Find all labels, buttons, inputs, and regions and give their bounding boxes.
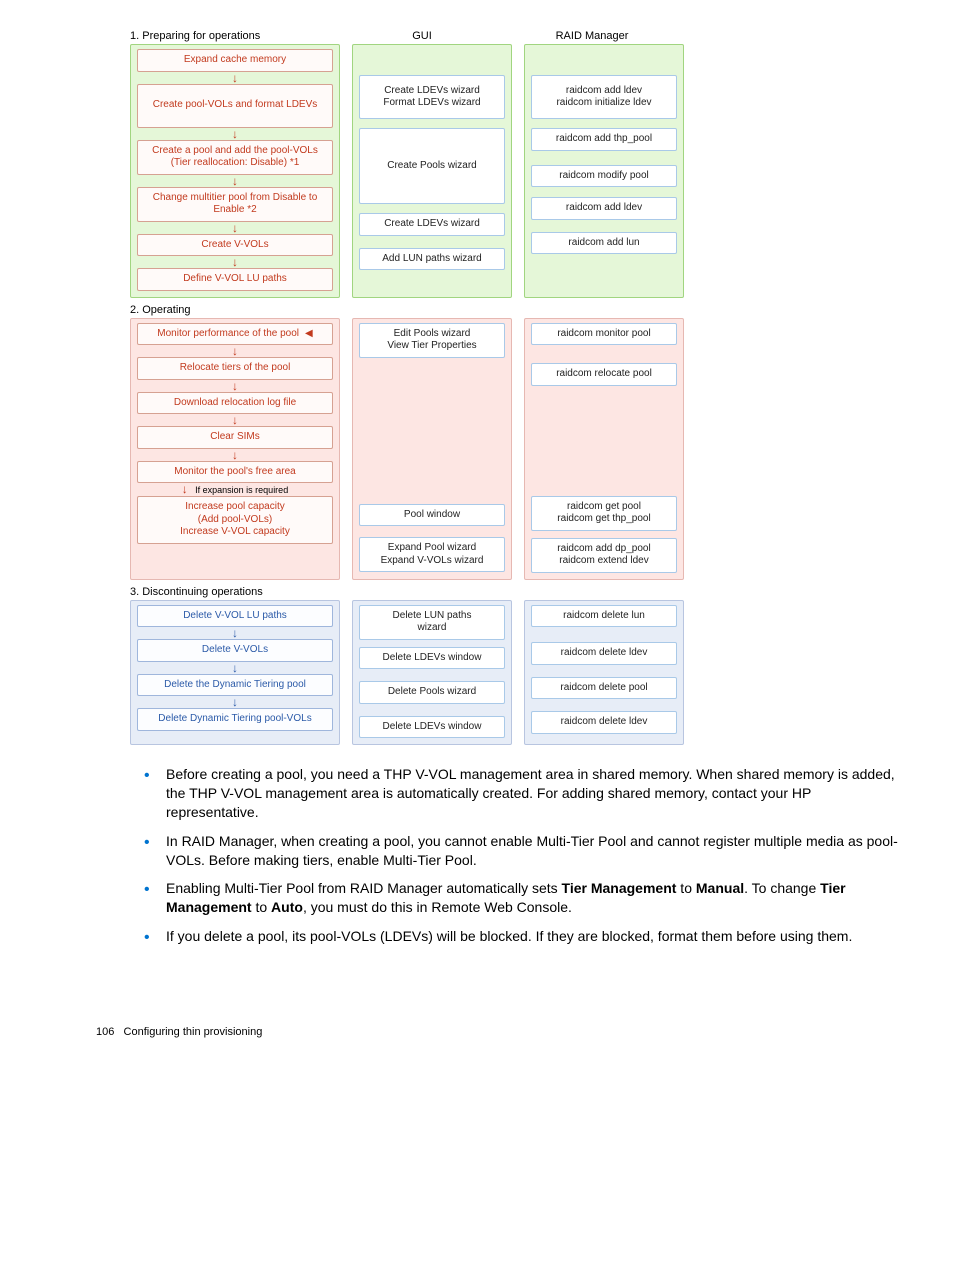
col-raid-header: RAID Manager [514, 30, 670, 42]
step-delete-vvols: Delete V-VOLs [137, 639, 333, 662]
arrow-icon: ↓ [137, 663, 333, 673]
note-3-text: to [676, 880, 695, 896]
gui-bg-discontinuing: Delete LUN pathswizard Delete LDEVs wind… [352, 600, 512, 746]
arrow-icon: ↓ [137, 381, 333, 391]
step-download-log: Download relocation log file [137, 392, 333, 415]
gui-expand-pool: Expand Pool wizardExpand V-VOLs wizard [359, 537, 505, 572]
arrow-icon: ↓ [137, 628, 333, 638]
step-delete-poolvols: Delete Dynamic Tiering pool-VOLs [137, 708, 333, 731]
raid-monitor-pool: raidcom monitor pool [531, 323, 677, 346]
section-discontinuing-title: 3. Discontinuing operations [130, 586, 690, 598]
raid-bg-preparing: raidcom add ldevraidcom initialize ldev … [524, 44, 684, 298]
note-1: Before creating a pool, you need a THP V… [162, 765, 900, 822]
arrow-icon: ↓ [137, 257, 333, 267]
step-create-vvols: Create V-VOLs [137, 234, 333, 257]
raid-delete-pool: raidcom delete pool [531, 677, 677, 700]
raid-relocate-pool: raidcom relocate pool [531, 363, 677, 386]
raid-add-ldev: raidcom add ldev [531, 197, 677, 220]
ops-bg-operating: Monitor performance of the pool ◀ ↓ Relo… [130, 318, 340, 580]
step-monitor-perf-label: Monitor performance of the pool [157, 328, 299, 341]
gui-bg-operating: Edit Pools wizardView Tier Properties Po… [352, 318, 512, 580]
step-clear-sims: Clear SIMs [137, 426, 333, 449]
raid-delete-lun: raidcom delete lun [531, 605, 677, 628]
step-create-pool: Create a pool and add the pool-VOLs(Tier… [137, 140, 333, 175]
raid-add-dp-pool: raidcom add dp_poolraidcom extend ldev [531, 538, 677, 573]
section-operating-title: 2. Operating [130, 304, 690, 316]
workflow-diagram: 1. Preparing for operations GUI RAID Man… [130, 30, 690, 745]
gui-delete-pools: Delete Pools wizard [359, 681, 505, 704]
notes-list: Before creating a pool, you need a THP V… [130, 765, 910, 946]
arrow-icon: ↓ [137, 73, 333, 83]
arrow-icon: ↓ [137, 697, 333, 707]
gui-delete-ldevs: Delete LDEVs window [359, 647, 505, 670]
raid-delete-ldev2: raidcom delete ldev [531, 711, 677, 734]
arrow-icon: ↓ [137, 346, 333, 356]
section-discontinuing: Delete V-VOL LU paths ↓ Delete V-VOLs ↓ … [130, 600, 690, 746]
raid-bg-operating: raidcom monitor pool raidcom relocate po… [524, 318, 684, 580]
arrow-icon: ↓ [137, 223, 333, 233]
gui-delete-lun: Delete LUN pathswizard [359, 605, 505, 640]
expansion-note-label: If expansion is required [195, 485, 288, 495]
raid-modify-pool: raidcom modify pool [531, 165, 677, 188]
raid-get-pool: raidcom get poolraidcom get thp_pool [531, 496, 677, 531]
step-define-lupaths: Define V-VOL LU paths [137, 268, 333, 291]
step-delete-pool: Delete the Dynamic Tiering pool [137, 674, 333, 697]
step-change-multitier: Change multitier pool from Disable toEna… [137, 187, 333, 222]
note-3-bold-2: Manual [696, 880, 744, 896]
gui-edit-pools: Edit Pools wizardView Tier Properties [359, 323, 505, 358]
step-expand-cache: Expand cache memory [137, 49, 333, 72]
raid-add-init-ldev: raidcom add ldevraidcom initialize ldev [531, 75, 677, 119]
step-relocate-tiers: Relocate tiers of the pool [137, 357, 333, 380]
arrow-icon: ↓ [137, 176, 333, 186]
note-3-bold-4: Auto [271, 899, 303, 915]
step-monitor-perf: Monitor performance of the pool ◀ [137, 323, 333, 346]
gui-add-lun: Add LUN paths wizard [359, 248, 505, 271]
step-increase-capacity: Increase pool capacity(Add pool-VOLs)Inc… [137, 496, 333, 544]
step-delete-lupaths: Delete V-VOL LU paths [137, 605, 333, 628]
note-3-text: Enabling Multi-Tier Pool from RAID Manag… [166, 880, 562, 896]
ops-bg-preparing: Expand cache memory ↓ Create pool-VOLs a… [130, 44, 340, 298]
step-create-poolvols: Create pool-VOLs and format LDEVs [137, 84, 333, 128]
col-ops-header: 1. Preparing for operations [130, 30, 344, 42]
gui-bg-preparing: Create LDEVs wizardFormat LDEVs wizard C… [352, 44, 512, 298]
col-gui-header: GUI [344, 30, 500, 42]
arrow-icon: ↓ [137, 129, 333, 139]
arrow-left-icon: ◀ [305, 328, 313, 341]
note-4: If you delete a pool, its pool-VOLs (LDE… [162, 927, 900, 946]
ops-bg-discontinuing: Delete V-VOL LU paths ↓ Delete V-VOLs ↓ … [130, 600, 340, 746]
note-2: In RAID Manager, when creating a pool, y… [162, 832, 900, 870]
gui-pool-window: Pool window [359, 504, 505, 527]
gui-delete-ldevs2: Delete LDEVs window [359, 716, 505, 739]
note-3: Enabling Multi-Tier Pool from RAID Manag… [162, 879, 900, 917]
raid-bg-discontinuing: raidcom delete lun raidcom delete ldev r… [524, 600, 684, 746]
column-headers: 1. Preparing for operations GUI RAID Man… [130, 30, 690, 42]
gui-create-ldevs2: Create LDEVs wizard [359, 213, 505, 236]
note-3-text: . To change [744, 880, 820, 896]
note-3-text: , you must do this in Remote Web Console… [303, 899, 572, 915]
raid-delete-ldev: raidcom delete ldev [531, 642, 677, 665]
arrow-icon: ↓ [137, 415, 333, 425]
note-3-text: to [252, 899, 271, 915]
section-preparing: Expand cache memory ↓ Create pool-VOLs a… [130, 44, 690, 298]
arrow-icon: ↓ [137, 450, 333, 460]
page-number: 106 [96, 1026, 114, 1038]
note-3-bold-1: Tier Management [562, 880, 677, 896]
footer-title: Configuring thin provisioning [124, 1026, 263, 1038]
gui-create-pools: Create Pools wizard [359, 128, 505, 204]
expansion-note: ↓ If expansion is required [137, 484, 333, 495]
page-footer: 106 Configuring thin provisioning [96, 1026, 914, 1038]
step-monitor-free: Monitor the pool's free area [137, 461, 333, 484]
raid-add-thp-pool: raidcom add thp_pool [531, 128, 677, 151]
section-operating: Monitor performance of the pool ◀ ↓ Relo… [130, 318, 690, 580]
raid-add-lun: raidcom add lun [531, 232, 677, 255]
gui-create-ldevs: Create LDEVs wizardFormat LDEVs wizard [359, 75, 505, 119]
